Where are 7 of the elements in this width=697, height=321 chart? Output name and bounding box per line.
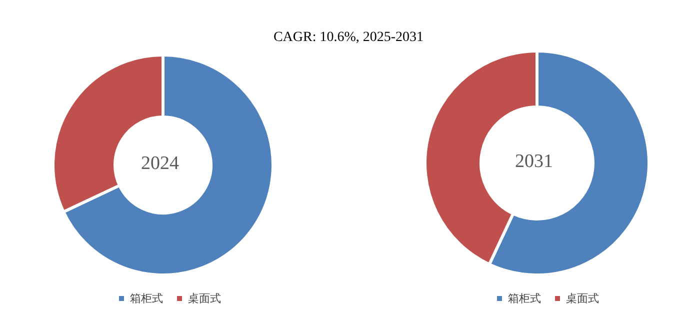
text: 2031: [515, 151, 553, 172]
legend-label: 桌面式: [566, 292, 599, 305]
text: 2024: [141, 153, 180, 174]
legend-label: 箱柜式: [130, 292, 163, 305]
legend-label: 箱柜式: [508, 292, 541, 305]
text: CAGR: 10.6%, 2025-2031: [272, 30, 425, 46]
legend-label: 桌面式: [188, 292, 221, 305]
